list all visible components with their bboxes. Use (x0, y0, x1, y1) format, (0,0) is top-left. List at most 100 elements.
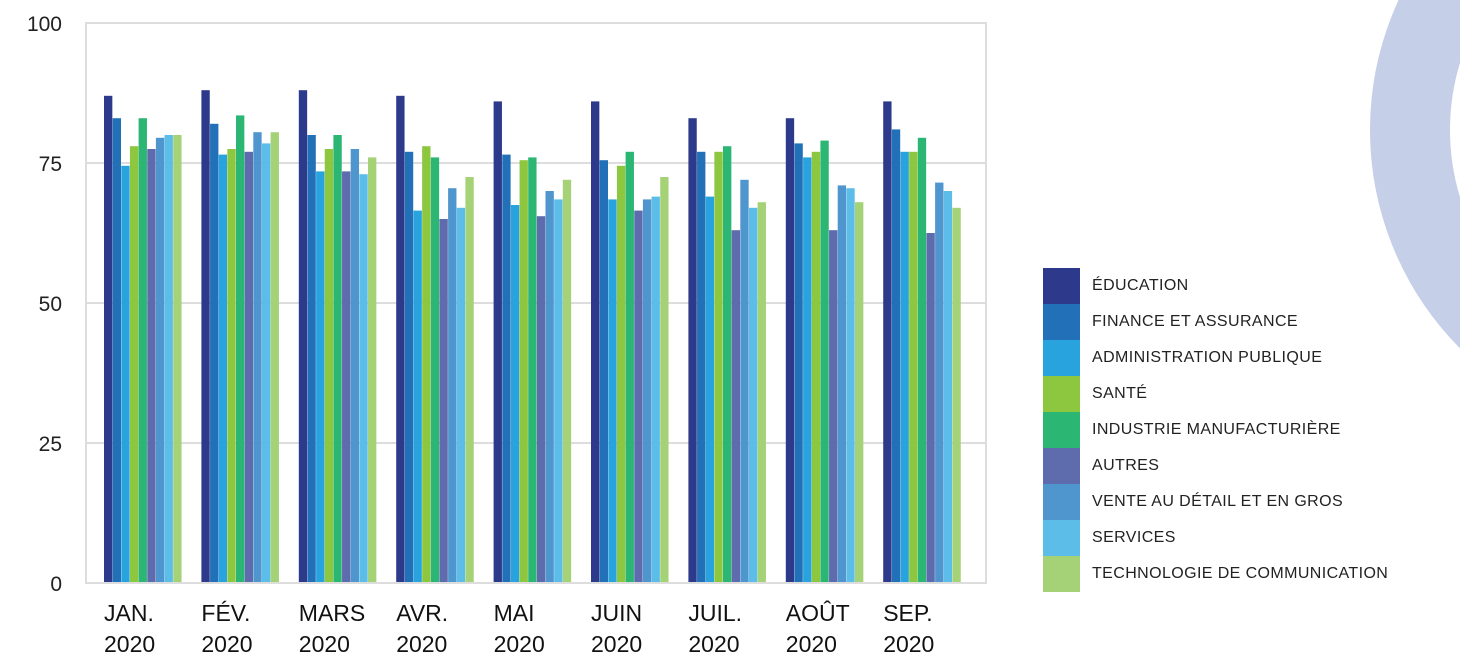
bar (104, 95, 113, 584)
bar (731, 230, 740, 583)
bar (138, 118, 147, 583)
legend-label: INDUSTRIE MANUFACTURIÈRE (1092, 421, 1341, 438)
x-tick-label: 2020 (786, 631, 837, 657)
bar (439, 219, 448, 583)
bars (104, 90, 961, 584)
bar (316, 171, 325, 583)
legend-label: VENTE AU DÉTAIL ET EN GROS (1092, 493, 1344, 510)
bar (342, 171, 351, 583)
bar (748, 207, 758, 584)
x-tick-label: 2020 (688, 631, 739, 657)
bar (227, 149, 236, 583)
bar (625, 151, 634, 584)
bar (218, 154, 228, 583)
x-tick-label: FÉV. (201, 600, 250, 626)
bar (616, 165, 626, 584)
legend-swatch (1043, 268, 1080, 304)
y-tick-label: 75 (39, 153, 62, 176)
bar (855, 202, 864, 583)
bar (900, 151, 909, 584)
x-tick-label: 2020 (883, 631, 934, 657)
x-tick-label: 2020 (299, 631, 350, 657)
bar (562, 179, 572, 584)
legend-label: SERVICES (1092, 529, 1176, 546)
bar (651, 196, 660, 583)
bar (210, 123, 219, 584)
bar (448, 188, 457, 583)
bar (307, 135, 316, 583)
x-tick-label: AOÛT (786, 599, 850, 626)
bar (396, 95, 405, 584)
bar (608, 199, 617, 583)
bar (883, 101, 892, 584)
y-tick-label: 0 (50, 573, 62, 596)
bar (952, 207, 961, 584)
bar (740, 179, 749, 584)
legend-swatch (1043, 304, 1080, 340)
bar (324, 149, 334, 583)
x-tick-label: 2020 (591, 631, 642, 657)
bar (236, 115, 245, 584)
bar (261, 143, 271, 583)
bar (413, 210, 422, 583)
bar (697, 151, 706, 584)
y-tick-label: 50 (39, 293, 62, 316)
bar (803, 157, 812, 583)
bar (723, 146, 732, 583)
x-axis-labels: JAN. 2020 FÉV. 2020 MARS 2020 AVR. 2020 MAI 2020 J… (104, 599, 934, 657)
x-tick-label: JUIL. (688, 600, 742, 626)
bar (244, 151, 253, 584)
y-axis-ticks: 0 25 50 75 100 (27, 13, 62, 596)
bar (785, 118, 795, 583)
legend-label: SANTÉ (1092, 385, 1148, 402)
bar (909, 151, 918, 584)
bar (333, 135, 342, 583)
bar (164, 135, 173, 583)
legend-label: TECHNOLOGIE DE COMMUNICATION (1092, 565, 1389, 582)
bar (350, 149, 360, 583)
bar (155, 137, 165, 584)
bar (714, 151, 723, 584)
bar (943, 191, 953, 583)
bar (404, 151, 414, 584)
bar (129, 146, 139, 583)
bar (359, 174, 368, 583)
x-tick-label: JAN. (104, 600, 154, 626)
x-tick-label: 2020 (104, 631, 155, 657)
legend-label: FINANCE ET ASSURANCE (1092, 313, 1298, 330)
bar (465, 177, 474, 583)
bar (935, 182, 944, 583)
bar (545, 191, 554, 583)
x-tick-label: 2020 (494, 631, 545, 657)
bar (422, 146, 431, 583)
bar (926, 233, 935, 583)
bar (660, 177, 669, 583)
bar (502, 154, 511, 583)
bar (917, 137, 927, 584)
x-tick-label: MAI (494, 600, 535, 626)
bar (591, 101, 600, 584)
bar (811, 151, 821, 584)
bar (270, 132, 279, 583)
bar (846, 188, 855, 583)
bar (493, 101, 502, 584)
bar (642, 199, 652, 583)
legend-label: ÉDUCATION (1092, 277, 1189, 294)
grouped-bar-chart: 0 25 50 75 100 JAN. 2020 FÉV. 2020 MARS 2020 AVR. 2… (27, 13, 987, 657)
legend-swatch (1043, 520, 1080, 556)
bar (298, 90, 308, 583)
y-tick-label: 25 (39, 433, 62, 456)
y-tick-label: 100 (27, 13, 62, 36)
legend-swatch (1043, 556, 1080, 592)
x-tick-label: MARS (299, 600, 365, 626)
x-tick-label: JUIN (591, 600, 642, 626)
bar (147, 149, 156, 583)
legend-swatch (1043, 484, 1080, 520)
legend-swatch (1043, 340, 1080, 376)
bar (891, 129, 901, 583)
bar (368, 157, 377, 583)
bar (554, 199, 563, 583)
bar (794, 143, 803, 583)
legend-swatch (1043, 448, 1080, 484)
bar (456, 207, 466, 584)
